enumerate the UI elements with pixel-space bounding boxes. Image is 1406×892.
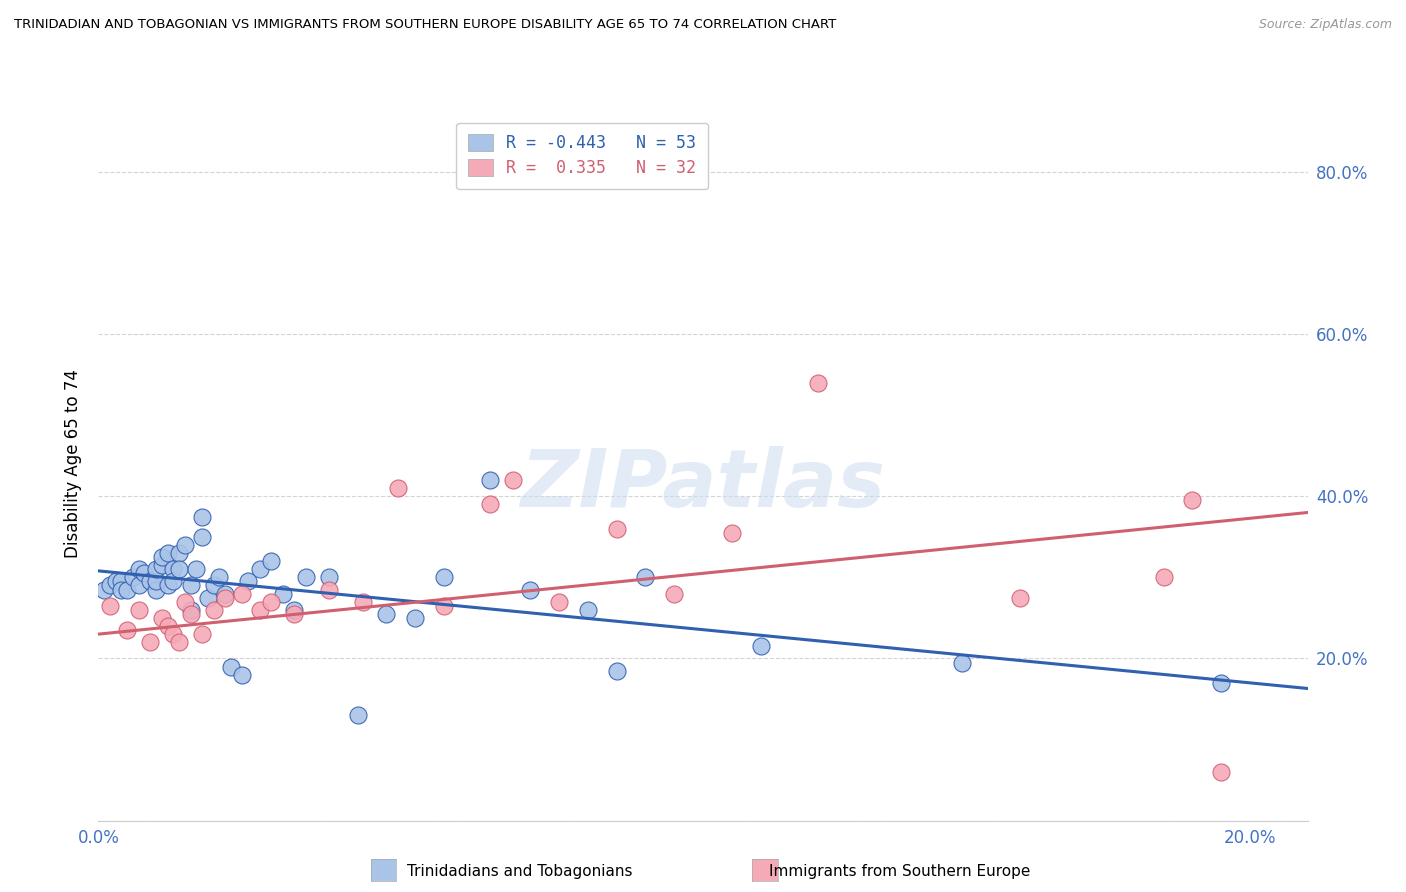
Point [122,570,145,584]
Point [145,582,167,597]
Point [139,574,162,589]
Point [98,578,121,592]
Point [202,578,225,592]
Point [283,603,305,617]
Point [208,570,231,584]
Text: ZIPatlas: ZIPatlas [520,446,886,524]
Point [115,623,138,637]
Point [346,708,368,723]
Point [375,607,398,621]
Point [294,570,316,584]
Point [387,481,409,495]
Point [214,591,236,605]
Point [150,558,173,573]
Legend: R = -0.443   N = 53, R =  0.335   N = 32: R = -0.443 N = 53, R = 0.335 N = 32 [457,122,707,189]
Point [318,582,340,597]
Point [150,611,173,625]
Point [110,582,132,597]
Point [98,599,121,613]
Point [260,595,283,609]
Point [156,578,179,592]
Text: TRINIDADIAN AND TOBAGONIAN VS IMMIGRANTS FROM SOUTHERN EUROPE DISABILITY AGE 65 : TRINIDADIAN AND TOBAGONIAN VS IMMIGRANTS… [14,18,837,31]
Point [128,603,150,617]
Point [606,522,628,536]
Point [110,574,132,589]
Point [167,546,190,560]
Point [231,667,253,681]
Point [548,595,571,609]
Text: Trinidadians and Tobagonians: Trinidadians and Tobagonians [408,863,633,879]
Point [236,574,259,589]
Point [191,509,214,524]
Point [173,538,195,552]
Point [318,570,340,584]
Point [156,546,179,560]
Point [502,473,524,487]
Point [115,582,138,597]
Point [1153,570,1175,584]
Point [167,562,190,576]
Point [173,595,195,609]
Text: Source: ZipAtlas.com: Source: ZipAtlas.com [1258,18,1392,31]
Point [478,473,501,487]
Point [134,566,156,581]
Point [219,659,242,673]
Point [249,603,271,617]
Point [202,603,225,617]
Point [186,562,208,576]
Point [606,664,628,678]
Point [145,562,167,576]
Point [162,562,184,576]
Point [180,578,202,592]
Point [634,570,657,584]
Point [519,582,541,597]
Point [180,607,202,621]
Point [162,574,184,589]
Point [271,586,294,600]
Point [260,554,283,568]
Point [576,603,599,617]
Point [167,635,190,649]
Point [214,586,236,600]
Point [139,635,162,649]
Point [720,525,742,540]
Point [180,603,202,617]
Point [191,530,214,544]
Point [145,574,167,589]
Point [1181,493,1204,508]
Text: Immigrants from Southern Europe: Immigrants from Southern Europe [769,863,1031,879]
Point [128,578,150,592]
Point [664,586,686,600]
Point [433,570,456,584]
Y-axis label: Disability Age 65 to 74: Disability Age 65 to 74 [65,369,83,558]
Point [352,595,374,609]
Point [104,574,127,589]
Point [433,599,456,613]
Point [478,497,501,511]
Point [950,656,973,670]
Point [749,640,772,654]
Point [249,562,271,576]
Point [807,376,830,390]
Point [1008,591,1031,605]
Point [191,627,214,641]
Point [162,627,184,641]
Point [1211,764,1233,779]
Point [156,619,179,633]
Point [404,611,426,625]
Point [197,591,219,605]
Point [283,607,305,621]
Point [150,550,173,565]
Point [128,562,150,576]
Point [93,582,115,597]
Point [1211,675,1233,690]
Point [231,586,253,600]
